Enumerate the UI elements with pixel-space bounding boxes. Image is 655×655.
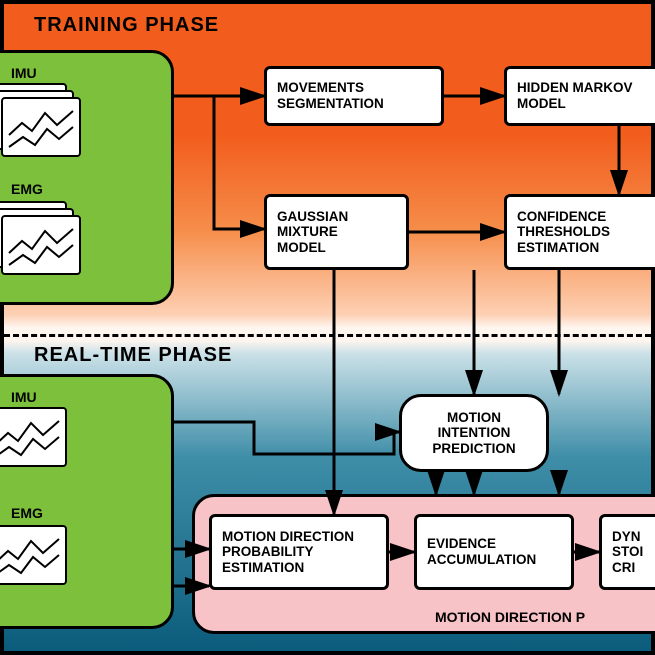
box-motion-direction-probability: MOTION DIRECTION PROBABILITY ESTIMATION — [209, 514, 389, 590]
box-movements-segmentation: MOVEMENTS SEGMENTATION — [264, 66, 444, 126]
box-dynamic-stopping: DYN STOI CRI — [599, 514, 655, 590]
imu-stack — [0, 407, 82, 482]
pink-label: MOTION DIRECTION P — [435, 609, 585, 625]
diagram-canvas: TRAINING PHASE REAL-TIME PHASE IMU EMG — [0, 0, 655, 655]
phase-title-training: TRAINING PHASE — [34, 14, 219, 37]
emg-stack — [0, 201, 82, 276]
signal-icon — [7, 105, 77, 151]
signal-icon — [7, 223, 77, 269]
sensor-group-training: IMU EMG C — [0, 50, 174, 305]
phase-title-realtime: REAL-TIME PHASE — [34, 344, 232, 367]
emg-label: EMG — [11, 181, 43, 197]
box-confidence-thresholds: CONFIDENCE THRESHOLDS ESTIMATION — [504, 194, 655, 270]
imu-label: IMU — [11, 65, 37, 81]
imu-label: IMU — [11, 389, 37, 405]
phase-divider — [4, 334, 651, 337]
emg-stack — [0, 525, 82, 600]
diagram-inner: TRAINING PHASE REAL-TIME PHASE IMU EMG — [4, 4, 651, 651]
sheet — [0, 525, 67, 585]
sheet — [1, 215, 81, 275]
sheet — [0, 407, 67, 467]
sensor-group-realtime: IMU EMG CT G MENT — [0, 374, 174, 629]
emg-label: EMG — [11, 505, 43, 521]
box-evidence-accumulation: EVIDENCE ACCUMULATION — [414, 514, 574, 590]
box-gaussian-mixture-model: GAUSSIAN MIXTURE MODEL — [264, 194, 409, 270]
signal-icon — [0, 533, 63, 579]
imu-stack — [0, 83, 82, 158]
box-motion-intention-prediction: MOTION INTENTION PREDICTION — [399, 394, 549, 472]
signal-icon — [0, 415, 63, 461]
sheet — [1, 97, 81, 157]
box-hidden-markov-model: HIDDEN MARKOV MODEL — [504, 66, 655, 126]
